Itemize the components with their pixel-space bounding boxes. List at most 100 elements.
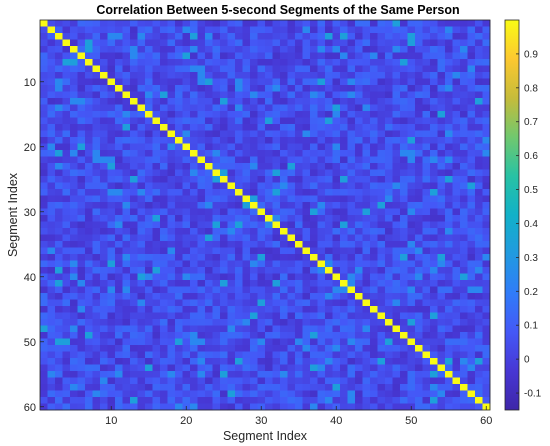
heatmap-cell	[122, 130, 131, 138]
heatmap-cell	[460, 306, 468, 313]
heatmap-cell	[325, 59, 333, 66]
heatmap-cell	[392, 26, 401, 34]
heatmap-cell	[377, 130, 386, 138]
heatmap-cell	[152, 234, 161, 242]
heatmap-cell	[212, 221, 221, 229]
heatmap-cell	[400, 33, 408, 40]
heatmap-cell	[452, 332, 461, 339]
heatmap-cell	[257, 293, 266, 300]
colorbar-tick-label: 0.8	[524, 83, 538, 94]
heatmap-cell	[475, 150, 483, 157]
heatmap-cell	[175, 221, 183, 229]
heatmap-cell	[62, 26, 71, 34]
heatmap-cell	[235, 377, 243, 385]
heatmap-cell	[92, 364, 101, 372]
heatmap-cell	[355, 117, 363, 125]
heatmap-cell	[272, 65, 281, 73]
heatmap-cell	[55, 221, 63, 229]
heatmap-cell	[167, 364, 176, 372]
heatmap-cell	[130, 325, 138, 333]
heatmap-cell	[235, 182, 243, 190]
heatmap-cell	[377, 254, 386, 261]
heatmap-cell	[92, 195, 101, 203]
plot-frame	[39, 19, 491, 411]
heatmap-cell	[70, 182, 78, 190]
heatmap-cell	[152, 52, 161, 60]
heatmap-cell	[242, 124, 251, 131]
heatmap-cell	[197, 345, 206, 352]
heatmap-cell	[212, 130, 221, 138]
heatmap-cell	[92, 46, 101, 53]
heatmap-cell	[467, 65, 476, 73]
heatmap-cell	[182, 215, 191, 222]
heatmap-cell	[310, 273, 318, 281]
heatmap-cell	[340, 124, 348, 131]
heatmap-cell	[340, 39, 348, 47]
heatmap-cell	[205, 124, 213, 131]
heatmap-cell	[295, 215, 303, 222]
heatmap-cell	[92, 345, 101, 352]
heatmap-cell	[212, 351, 221, 359]
heatmap-cell	[355, 299, 363, 307]
heatmap-cell	[70, 234, 78, 242]
heatmap-cell	[197, 169, 206, 177]
heatmap-cell	[295, 59, 303, 66]
heatmap-cell	[242, 299, 251, 307]
heatmap-cell	[400, 377, 408, 385]
heatmap-cell	[85, 371, 93, 378]
heatmap-cell	[437, 260, 446, 268]
heatmap-cell	[250, 247, 258, 255]
heatmap-cell	[347, 156, 356, 164]
heatmap-cell	[160, 20, 168, 27]
heatmap-cell	[130, 52, 138, 60]
heatmap-cell	[317, 33, 326, 40]
heatmap-cell	[407, 286, 416, 294]
heatmap-cell	[287, 228, 296, 235]
heatmap-cell	[122, 176, 131, 183]
heatmap-cell	[482, 91, 491, 99]
heatmap-cell	[280, 156, 288, 164]
heatmap-cell	[257, 130, 266, 138]
heatmap-cell	[152, 247, 161, 255]
heatmap-cell	[340, 85, 348, 92]
heatmap-cell	[55, 351, 63, 359]
heatmap-cell	[437, 137, 446, 144]
heatmap-cell	[137, 26, 146, 34]
heatmap-cell	[227, 137, 236, 144]
heatmap-cell	[40, 351, 48, 359]
heatmap-cell	[370, 384, 378, 391]
heatmap-cell	[460, 111, 468, 118]
heatmap-cell	[355, 215, 363, 222]
y-tick-label: 30	[24, 207, 36, 219]
heatmap-cell	[205, 208, 213, 216]
heatmap-cell	[460, 403, 468, 411]
heatmap-cell	[325, 117, 333, 125]
heatmap-cell	[437, 169, 446, 177]
heatmap-cell	[295, 104, 303, 112]
heatmap-cell	[190, 46, 198, 53]
heatmap-cell	[295, 156, 303, 164]
heatmap-cell	[92, 319, 101, 326]
heatmap-cell	[430, 338, 438, 346]
heatmap-cell	[272, 195, 281, 203]
heatmap-cell	[460, 260, 468, 268]
heatmap-cell	[197, 241, 206, 248]
heatmap-cell	[340, 358, 348, 365]
heatmap-cell	[422, 163, 431, 170]
heatmap-cell	[250, 117, 258, 125]
heatmap-cell	[407, 182, 416, 190]
heatmap-cell	[152, 163, 161, 170]
x-tick-label: 50	[405, 415, 417, 427]
heatmap-cell	[362, 130, 371, 138]
heatmap-cell	[265, 65, 273, 73]
heatmap-cell	[250, 332, 258, 339]
heatmap-cell	[287, 202, 296, 209]
heatmap-cell	[392, 59, 401, 66]
heatmap-cell	[325, 91, 333, 99]
heatmap-cell	[152, 195, 161, 203]
heatmap-cell	[145, 130, 153, 138]
heatmap-cell	[250, 39, 258, 47]
heatmap-cell	[317, 208, 326, 216]
heatmap-cell	[347, 124, 356, 131]
heatmap-cell	[167, 26, 176, 34]
